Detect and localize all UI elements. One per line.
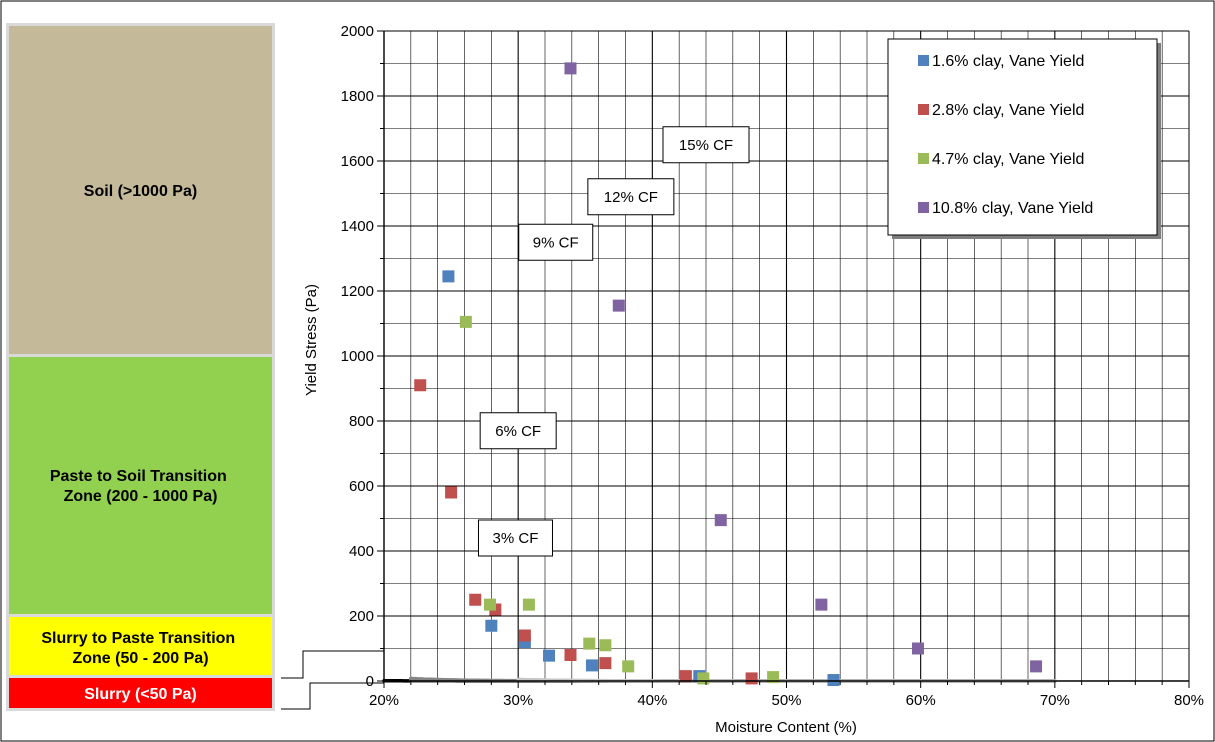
y-axis-title: Yield Stress (Pa) bbox=[303, 284, 320, 396]
data-point-series-3 bbox=[583, 637, 596, 650]
data-point-series-2 bbox=[414, 379, 427, 392]
data-point-series-3 bbox=[697, 672, 710, 685]
x-tick-label: 40% bbox=[637, 692, 667, 709]
legend-label-1: 1.6% clay, Vane Yield bbox=[932, 53, 1084, 70]
tick-labels: 0 200 400 600 800 1000 1200 1400 1600 1800 2000 20%… bbox=[341, 23, 1204, 709]
cf-label-box-2 bbox=[479, 412, 557, 450]
y-tick-label: 2000 bbox=[341, 23, 374, 40]
data-point-series-4 bbox=[815, 598, 828, 611]
data-point-series-3 bbox=[522, 598, 535, 611]
cf-label-5: 15% CF bbox=[679, 137, 733, 154]
data-point-series-4 bbox=[714, 514, 727, 527]
data-point-series-2 bbox=[469, 593, 482, 606]
data-point-series-2 bbox=[599, 657, 612, 670]
y-tick-label: 1800 bbox=[341, 88, 374, 105]
zone-slurry-label: Slurry (<50 Pa) bbox=[84, 686, 197, 703]
y-tick-label: 1600 bbox=[341, 153, 374, 170]
zone-slurry-to-paste bbox=[9, 617, 272, 675]
legend: 1.6% clay, Vane Yield 2.8% clay, Vane Yie… bbox=[887, 38, 1161, 239]
cf-label-3: 9% CF bbox=[533, 234, 579, 251]
data-point-series-3 bbox=[622, 660, 635, 673]
x-tick-label: 70% bbox=[1040, 692, 1070, 709]
zone-soil bbox=[9, 26, 272, 354]
x-tick-label: 60% bbox=[906, 692, 936, 709]
y-tick-label: 800 bbox=[349, 413, 374, 430]
data-point-series-4 bbox=[1030, 660, 1043, 673]
data-point-series-2 bbox=[518, 629, 531, 642]
data-point-series-2 bbox=[445, 486, 458, 499]
y-tick-label: 1200 bbox=[341, 283, 374, 300]
data-point-series-2 bbox=[564, 649, 577, 661]
data-point-series-3 bbox=[483, 598, 496, 611]
data-point-series-2 bbox=[745, 672, 758, 685]
x-tick-label: 20% bbox=[369, 692, 399, 709]
legend-box bbox=[887, 38, 1158, 236]
zone-slurry-to-paste-line-2: Zone (50 - 200 Pa) bbox=[72, 650, 208, 667]
zone-paste-to-soil bbox=[9, 357, 272, 614]
x-tick-label: 50% bbox=[771, 692, 801, 709]
legend-marker-3 bbox=[918, 153, 929, 164]
cf-label-1: 3% CF bbox=[493, 530, 539, 547]
zone-soil-label: Soil (>1000 Pa) bbox=[84, 183, 197, 200]
data-point-series-4 bbox=[612, 299, 625, 312]
x-tick-label: 30% bbox=[503, 692, 533, 709]
data-point-series-1 bbox=[585, 659, 598, 672]
data-point-series-4 bbox=[911, 642, 924, 655]
cf-label-4: 12% CF bbox=[604, 189, 658, 206]
connector-slurry bbox=[281, 682, 384, 710]
zone-slurry bbox=[9, 678, 272, 708]
data-point-series-3 bbox=[599, 639, 612, 652]
data-point-series-1 bbox=[543, 649, 556, 662]
cf-curve-labels: 3% CF 6% CF 9% CF 12% CF 15% CF bbox=[477, 126, 750, 557]
zone-panel: Soil (>1000 Pa) Paste to Soil Transition… bbox=[6, 23, 275, 711]
connector-slurry-to-paste bbox=[281, 650, 384, 679]
data-point-series-4 bbox=[564, 62, 577, 75]
legend-label-4: 10.8% clay, Vane Yield bbox=[932, 200, 1093, 217]
data-point-series-1 bbox=[442, 270, 455, 283]
y-tick-label: 200 bbox=[349, 608, 374, 625]
zone-paste-to-soil-label: Paste to Soil Transition Zone (200 - 100… bbox=[50, 468, 231, 505]
legend-marker-2 bbox=[918, 104, 929, 115]
cf-label-box-1 bbox=[477, 519, 553, 557]
x-tick-label: 80% bbox=[1174, 692, 1204, 709]
legend-items: 1.6% clay, Vane Yield 2.8% clay, Vane Yie… bbox=[918, 53, 1093, 217]
x-axis-title: Moisture Content (%) bbox=[715, 719, 857, 736]
y-tick-label: 1400 bbox=[341, 218, 374, 235]
legend-label-2: 2.8% clay, Vane Yield bbox=[932, 102, 1084, 119]
zone-paste-to-soil-line-1: Paste to Soil Transition bbox=[50, 468, 227, 485]
data-point-series-1 bbox=[485, 619, 498, 632]
data-point-series-2 bbox=[679, 670, 692, 683]
zone-paste-to-soil-line-2: Zone (200 - 1000 Pa) bbox=[64, 488, 218, 505]
legend-label-3: 4.7% clay, Vane Yield bbox=[932, 151, 1084, 168]
y-tick-label: 400 bbox=[349, 543, 374, 560]
y-tick-label: 0 bbox=[366, 673, 374, 690]
legend-marker-4 bbox=[918, 202, 929, 213]
zone-slurry-to-paste-line-1: Slurry to Paste Transition bbox=[41, 630, 235, 647]
y-tick-label: 1000 bbox=[341, 348, 374, 365]
legend-marker-1 bbox=[918, 55, 929, 66]
cf-label-box-3 bbox=[518, 223, 594, 261]
cf-label-box-4 bbox=[587, 178, 675, 216]
data-point-series-3 bbox=[767, 671, 780, 684]
axes bbox=[377, 30, 1190, 688]
y-tick-label: 600 bbox=[349, 478, 374, 495]
zone-slurry-to-paste-label: Slurry to Paste Transition Zone (50 - 20… bbox=[41, 630, 239, 667]
data-point-series-3 bbox=[459, 315, 472, 328]
data-point-series-1 bbox=[827, 674, 840, 687]
cf-label-2: 6% CF bbox=[495, 423, 541, 440]
cf-label-box-5 bbox=[662, 126, 750, 164]
